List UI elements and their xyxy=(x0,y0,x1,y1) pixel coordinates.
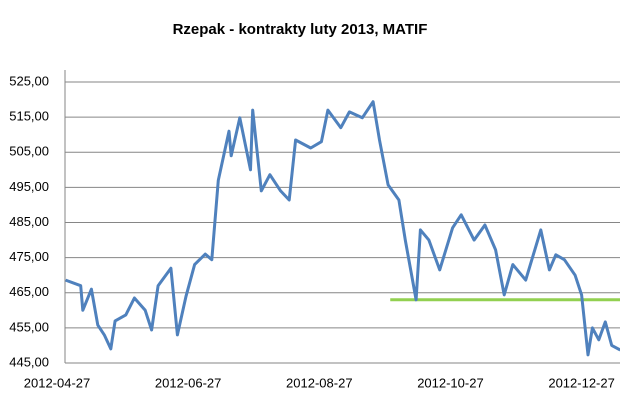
y-tick-label: 525,00 xyxy=(9,73,49,88)
y-tick-label: 515,00 xyxy=(9,109,49,124)
price-line xyxy=(65,100,620,357)
y-tick-label: 455,00 xyxy=(9,319,49,334)
y-tick-label: 475,00 xyxy=(9,249,49,264)
y-tick-label: 505,00 xyxy=(9,144,49,159)
x-tick-label: 2012-08-27 xyxy=(286,375,353,390)
y-tick-label: 485,00 xyxy=(9,214,49,229)
x-tick-label: 2012-10-27 xyxy=(417,375,484,390)
chart-title: Rzepak - kontrakty luty 2013, MATIF xyxy=(173,21,428,38)
x-tick-label: 2012-04-27 xyxy=(24,375,91,390)
y-tick-label: 495,00 xyxy=(9,179,49,194)
y-tick-label: 465,00 xyxy=(9,284,49,299)
y-tick-label: 445,00 xyxy=(9,354,49,369)
x-tick-label: 2012-06-27 xyxy=(155,375,222,390)
x-tick-label: 2012-12-27 xyxy=(548,375,615,390)
